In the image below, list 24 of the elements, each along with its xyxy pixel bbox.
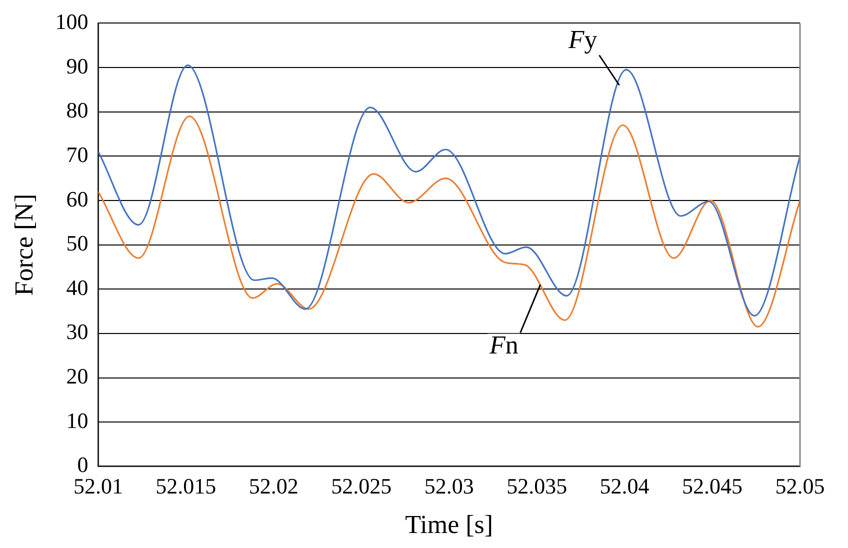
y-tick-label: 70 (66, 142, 88, 167)
y-tick-label: 40 (66, 274, 88, 300)
x-tick-label: 52.035 (506, 473, 568, 498)
y-axis-title: Force [N] (9, 194, 38, 296)
x-tick-label: 52.015 (156, 473, 216, 498)
y-tick-label: 20 (66, 364, 88, 389)
x-axis-title: Time [s] (405, 510, 494, 540)
y-tick-label: 60 (66, 186, 88, 212)
y-tick-label: 100 (55, 8, 88, 34)
x-tick-label: 52.04 (600, 473, 650, 498)
y-tick-label: 80 (66, 98, 88, 123)
y-tick-label: 30 (66, 319, 88, 344)
x-tick-label: 52.05 (775, 473, 825, 498)
x-tick-label: 52.045 (682, 473, 743, 498)
y-tick-label: 50 (66, 230, 88, 256)
annotation: Fy (567, 25, 598, 54)
line-series (98, 115, 800, 328)
x-tick-label: 52.025 (331, 473, 392, 498)
y-tick-label: 10 (66, 408, 88, 433)
x-tick-label: 52.02 (248, 473, 298, 498)
line-series (98, 64, 800, 317)
annotation: Fn (488, 330, 518, 360)
y-tick-label: 90 (66, 53, 88, 78)
x-tick-label: 52.03 (424, 473, 474, 498)
